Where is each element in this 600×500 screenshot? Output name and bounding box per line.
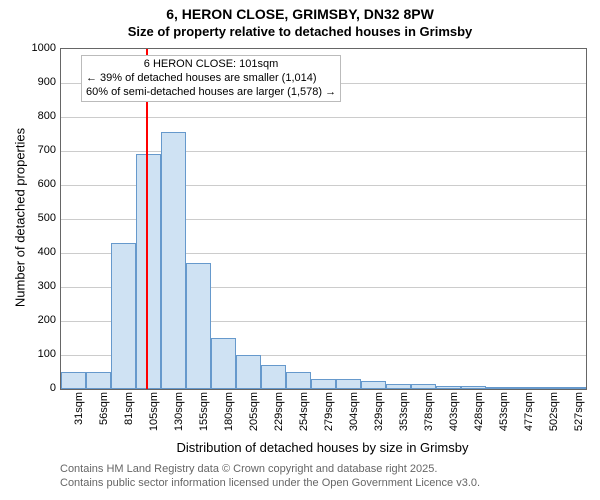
bar xyxy=(561,387,586,389)
ytick-label: 400 xyxy=(0,246,56,258)
xtick-label: 527sqm xyxy=(573,392,585,432)
title-line-2: Size of property relative to detached ho… xyxy=(0,24,600,40)
ytick-label: 200 xyxy=(0,314,56,326)
bar xyxy=(411,384,436,389)
bar xyxy=(486,387,511,389)
ytick-label: 100 xyxy=(0,348,56,360)
xtick-label: 56sqm xyxy=(98,392,110,432)
xtick-label: 229sqm xyxy=(273,392,285,432)
ytick-label: 600 xyxy=(0,178,56,190)
ytick-label: 700 xyxy=(0,144,56,156)
gridline xyxy=(61,117,586,118)
ytick-label: 1000 xyxy=(0,42,56,54)
x-axis-label: Distribution of detached houses by size … xyxy=(60,440,585,455)
xtick-label: 81sqm xyxy=(123,392,135,432)
ytick-label: 0 xyxy=(0,382,56,394)
bar xyxy=(186,263,211,389)
bar xyxy=(261,365,286,389)
bar xyxy=(386,384,411,389)
xtick-label: 105sqm xyxy=(148,392,160,432)
ytick-label: 800 xyxy=(0,110,56,122)
bar xyxy=(461,386,486,389)
xtick-label: 353sqm xyxy=(398,392,410,432)
annotation-line-3: 60% of semi-detached houses are larger (… xyxy=(86,86,336,100)
xtick-label: 155sqm xyxy=(198,392,210,432)
xtick-label: 453sqm xyxy=(498,392,510,432)
ytick-label: 900 xyxy=(0,76,56,88)
xtick-label: 180sqm xyxy=(223,392,235,432)
bar xyxy=(336,379,361,389)
xtick-label: 279sqm xyxy=(323,392,335,432)
histogram-chart: 6, HERON CLOSE, GRIMSBY, DN32 8PW Size o… xyxy=(0,0,600,500)
bar xyxy=(536,387,561,389)
annotation-line-1: 6 HERON CLOSE: 101sqm xyxy=(86,58,336,72)
xtick-label: 254sqm xyxy=(298,392,310,432)
bar xyxy=(436,386,461,389)
plot-area: 6 HERON CLOSE: 101sqm ← 39% of detached … xyxy=(60,48,587,390)
ytick-label: 500 xyxy=(0,212,56,224)
bar xyxy=(311,379,336,389)
title-line-1: 6, HERON CLOSE, GRIMSBY, DN32 8PW xyxy=(0,6,600,24)
xtick-label: 31sqm xyxy=(73,392,85,432)
footer-line-2: Contains public sector information licen… xyxy=(60,476,480,490)
annotation-box: 6 HERON CLOSE: 101sqm ← 39% of detached … xyxy=(81,55,341,102)
bar xyxy=(286,372,311,389)
chart-title: 6, HERON CLOSE, GRIMSBY, DN32 8PW Size o… xyxy=(0,0,600,40)
xtick-label: 403sqm xyxy=(448,392,460,432)
xtick-label: 378sqm xyxy=(423,392,435,432)
xtick-label: 205sqm xyxy=(248,392,260,432)
xtick-label: 428sqm xyxy=(473,392,485,432)
footer-attribution: Contains HM Land Registry data © Crown c… xyxy=(60,462,480,491)
ytick-label: 300 xyxy=(0,280,56,292)
gridline xyxy=(61,151,586,152)
bar xyxy=(361,381,386,390)
annotation-line-2: ← 39% of detached houses are smaller (1,… xyxy=(86,72,336,86)
bar xyxy=(211,338,236,389)
bar xyxy=(161,132,186,389)
bar xyxy=(86,372,111,389)
xtick-label: 304sqm xyxy=(348,392,360,432)
bar xyxy=(136,154,161,389)
bar xyxy=(236,355,261,389)
xtick-label: 502sqm xyxy=(548,392,560,432)
bar xyxy=(61,372,86,389)
bar xyxy=(111,243,136,389)
y-axis-label: Number of detached properties xyxy=(13,118,28,318)
xtick-label: 130sqm xyxy=(173,392,185,432)
xtick-label: 477sqm xyxy=(523,392,535,432)
xtick-label: 329sqm xyxy=(373,392,385,432)
bar xyxy=(511,387,536,389)
footer-line-1: Contains HM Land Registry data © Crown c… xyxy=(60,462,480,476)
